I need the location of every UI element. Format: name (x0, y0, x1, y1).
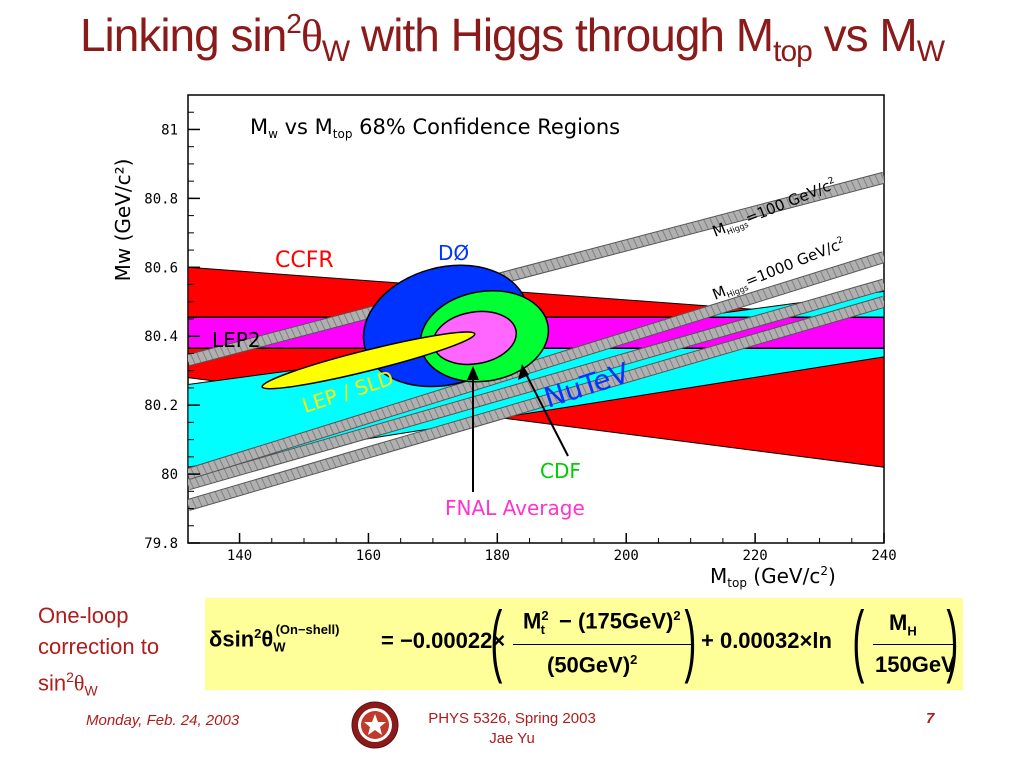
lep-sld-ellipse (261, 331, 476, 390)
formula-ln-numerator: MH (889, 610, 917, 639)
x-tick-label: 140 (227, 548, 252, 564)
chart-title: Mw vs Mtop 68% Confidence Regions (250, 115, 620, 141)
note-line-1: One-loop (38, 603, 129, 628)
formula-denominator: (50GeV)2 (547, 652, 638, 678)
higgs-line-2 (188, 252, 884, 479)
y-tick-label: 80.2 (144, 398, 178, 414)
formula-coefficient-1: = −0.00022× (381, 628, 506, 653)
x-tick-label: 220 (742, 548, 767, 564)
correction-formula: δsin2θW(On−shell) = −0.00022× ( M2t − (1… (205, 598, 963, 690)
x-tick-label: 200 (614, 548, 639, 564)
note-line-3: sin2θW (38, 669, 98, 699)
footer-author: Jae Yu (489, 730, 535, 747)
y-tick-label: 80 (161, 467, 178, 483)
note-line-2: correction to (38, 634, 160, 659)
x-tick-label: 160 (356, 548, 381, 564)
confidence-region-chart: 140 160 180 200 220 240 79.8 80 80.2 80.4 80.6 80.8… (111, 94, 897, 590)
y-tick-label: 81 (161, 122, 178, 138)
fnal-pointer-head (467, 366, 479, 380)
formula-lhs: δsin2θW(On−shell) (209, 622, 340, 655)
cdf-label: CDF (540, 459, 581, 483)
x-tick-label: 240 (871, 548, 896, 564)
cdf-pointer-head (518, 364, 529, 380)
formula-coefficient-2: + 0.00032×ln (701, 628, 832, 653)
cdf-pointer-line (524, 371, 569, 457)
footer-date: Monday, Feb. 24, 2003 (86, 712, 240, 729)
formula-numerator: M2t − (175GeV)2 (523, 608, 681, 637)
lep2-label: LEP2 (212, 328, 261, 352)
footer-course: PHYS 5326, Spring 2003 (428, 710, 596, 727)
y-axis-label: Mw (GeV/c²) (111, 159, 135, 282)
page-title: Linking sin2θW with Higgs through Mtop v… (79, 8, 945, 68)
higgs-line-3 (188, 296, 884, 510)
fnal-average-label: FNAL Average (445, 496, 585, 520)
higgs-line-1 (188, 279, 884, 490)
y-tick-label: 80.4 (144, 329, 178, 345)
d0-label: DØ (438, 241, 469, 265)
higgs-line-0 (188, 172, 884, 366)
x-axis-label: Mtop (GeV/c2) (710, 564, 836, 590)
y-tick-label: 80.6 (144, 260, 178, 276)
page-number: 7 (926, 710, 935, 727)
university-seal-icon (351, 701, 399, 749)
y-tick-label: 79.8 (144, 536, 178, 552)
formula-ln-denominator: 150GeV (875, 652, 956, 677)
ccfr-label: CCFR (275, 248, 334, 273)
x-tick-label: 180 (485, 548, 510, 564)
one-loop-note: One-loop correction to sin2θW (38, 600, 188, 707)
y-tick-label: 80.8 (144, 191, 178, 207)
